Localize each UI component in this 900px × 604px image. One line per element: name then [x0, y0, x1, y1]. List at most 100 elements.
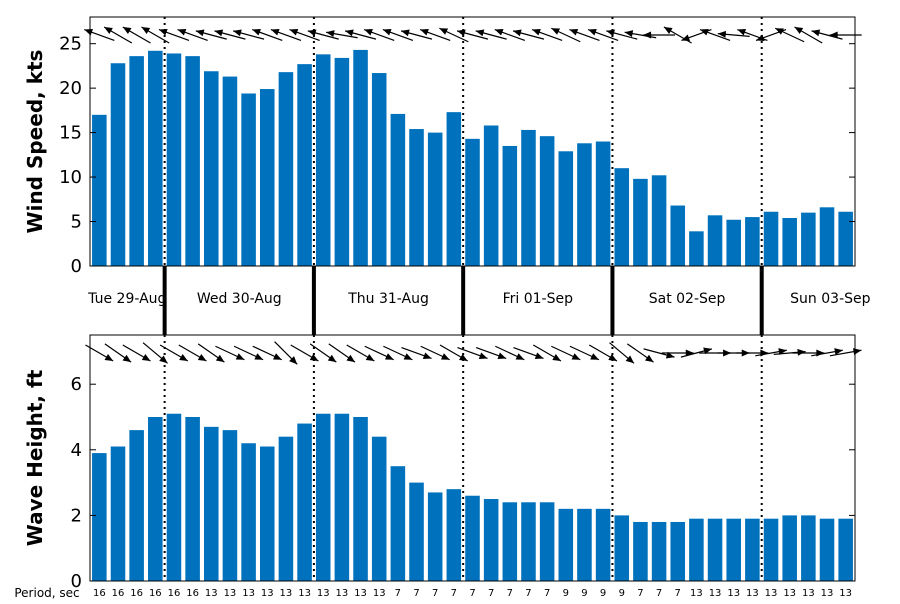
wind-direction-arrow [587, 28, 619, 42]
wind-direction-arrow [531, 28, 563, 42]
wind-arrow-head [700, 28, 709, 36]
wind-arrow-head [756, 34, 765, 42]
wave-arrow-head [608, 353, 617, 361]
wave-direction-arrow [364, 345, 394, 361]
wind-bar [222, 76, 238, 266]
wind-bar [92, 114, 107, 266]
wave-arrow-head [515, 353, 525, 360]
wind-arrow-head [811, 29, 821, 37]
wind-bar [651, 175, 667, 266]
wave-direction-arrow [811, 348, 843, 357]
wind-arrow-head [401, 29, 410, 37]
wind-direction-arrow [699, 28, 731, 42]
wind-arrow-head [233, 29, 242, 37]
wind-arrow-head [717, 30, 727, 38]
period-value: 9 [581, 588, 587, 599]
period-value: 16 [186, 588, 199, 599]
wind-bar [595, 141, 611, 266]
wave-arrow-head [852, 348, 862, 356]
wind-direction-arrow [400, 29, 433, 40]
wave-bar [297, 423, 312, 581]
period-value: 7 [451, 588, 457, 599]
wave-arrow-head [590, 353, 599, 360]
wind-arrow-head [775, 28, 784, 35]
wave-direction-arrow [346, 344, 375, 362]
wave-bar [782, 515, 797, 581]
wave-arrow-head [478, 352, 488, 360]
wind-ylabel: Wind Speed, kts [23, 50, 47, 234]
period-value: 13 [783, 588, 796, 599]
wave-direction-arrow [290, 344, 319, 362]
wave-bar [614, 515, 630, 581]
wave-arrow-head [534, 352, 544, 360]
wave-direction-arrow [513, 346, 544, 360]
wind-arrow-head [382, 28, 392, 36]
wind-bar [539, 136, 555, 266]
wind-bar [483, 125, 499, 267]
wave-bar [371, 436, 387, 581]
period-value: 13 [839, 588, 852, 599]
period-value: 13 [298, 588, 311, 599]
day-label: Sat 02-Sep [649, 291, 726, 307]
wave-bar [577, 508, 592, 581]
period-value: 7 [395, 588, 401, 599]
wind-direction-arrow [103, 26, 133, 44]
wind-arrow-head [104, 27, 113, 35]
wind-arrow-head [252, 28, 261, 36]
wind-bar [315, 54, 331, 266]
wave-bar [707, 518, 723, 581]
wind-arrow-head [326, 30, 335, 38]
wind-bar [110, 63, 126, 266]
period-value: 7 [432, 588, 438, 599]
wave-direction-arrow [680, 347, 713, 358]
wind-direction-arrow [512, 29, 545, 40]
wind-bar [390, 113, 406, 267]
wave-arrow-head [497, 352, 507, 360]
wave-arrow-head [346, 354, 355, 363]
wave-bar [204, 426, 219, 581]
wind-bar [558, 151, 574, 266]
wave-bar [726, 518, 741, 581]
wave-axes-box [89, 334, 856, 582]
wave-bar [166, 413, 182, 581]
wave-bar [651, 521, 667, 581]
wave-bar [92, 453, 107, 581]
wave-bar [110, 446, 126, 581]
wave-arrow-head [760, 349, 769, 357]
wave-bar [633, 521, 648, 581]
period-value: 13 [709, 588, 722, 599]
wave-ytick-label: 0 [71, 571, 82, 592]
wave-arrow-head [309, 353, 319, 361]
wind-direction-arrow [456, 29, 489, 40]
wave-arrow-head [644, 354, 654, 363]
period-value: 9 [600, 588, 606, 599]
wind-ytick-label: 0 [71, 256, 82, 277]
period-value: 7 [488, 588, 494, 599]
wave-arrow-head [552, 353, 561, 361]
wind-direction-arrow [475, 29, 507, 40]
period-value: 13 [765, 588, 778, 599]
wind-bar [148, 50, 163, 266]
period-value: 13 [336, 588, 349, 599]
period-value: 13 [802, 588, 815, 599]
wind-arrow-head [737, 28, 747, 36]
wave-arrow-head [122, 354, 132, 363]
wave-direction-arrow [736, 349, 769, 357]
wave-arrow-head [834, 348, 843, 356]
wave-bar [689, 518, 704, 581]
wind-arrow-head [141, 27, 151, 35]
wave-direction-arrow [142, 342, 168, 364]
wave-arrow-head [179, 353, 188, 361]
wind-arrow-head [84, 28, 94, 36]
wind-bar [577, 143, 592, 266]
wave-arrow-head [215, 354, 225, 363]
wave-bar [148, 417, 163, 581]
period-value: 13 [746, 588, 759, 599]
wind-arrow-head [307, 29, 317, 37]
wind-ytick-label: 20 [59, 78, 82, 99]
wave-arrow-head [422, 352, 432, 360]
wind-direction-arrow [141, 26, 170, 44]
wind-arrow-head [177, 28, 187, 36]
period-value: 7 [525, 588, 531, 599]
wave-bar [390, 466, 406, 581]
